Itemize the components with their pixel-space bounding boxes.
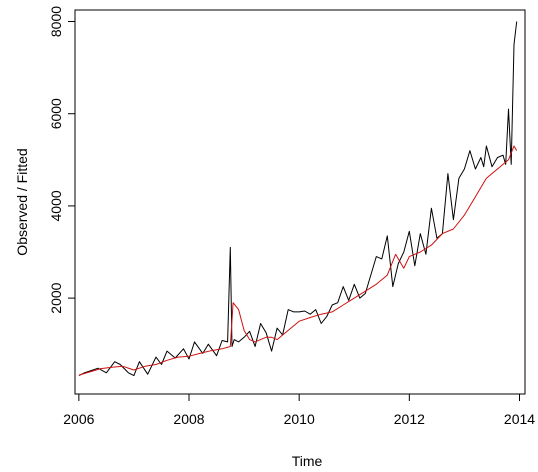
x-axis: 2006 2008 2010 2012 2014	[63, 393, 535, 427]
y-axis: 2000 4000 6000 8000	[48, 6, 76, 314]
observed-series-line	[78, 21, 518, 377]
x-tick-label: 2010	[284, 411, 315, 427]
x-tick-label: 2012	[394, 411, 425, 427]
y-tick-label: 6000	[48, 98, 64, 129]
x-axis-label: Time	[292, 453, 323, 469]
x-tick-label: 2014	[504, 411, 535, 427]
y-tick-label: 2000	[48, 282, 64, 313]
fitted-series-line	[78, 145, 518, 376]
y-tick-label: 4000	[48, 190, 64, 221]
x-tick-label: 2008	[173, 411, 204, 427]
x-tick-label: 2006	[63, 411, 94, 427]
y-axis-label: Observed / Fitted	[14, 148, 30, 255]
series-layer	[78, 21, 518, 377]
y-tick-label: 8000	[48, 6, 64, 37]
